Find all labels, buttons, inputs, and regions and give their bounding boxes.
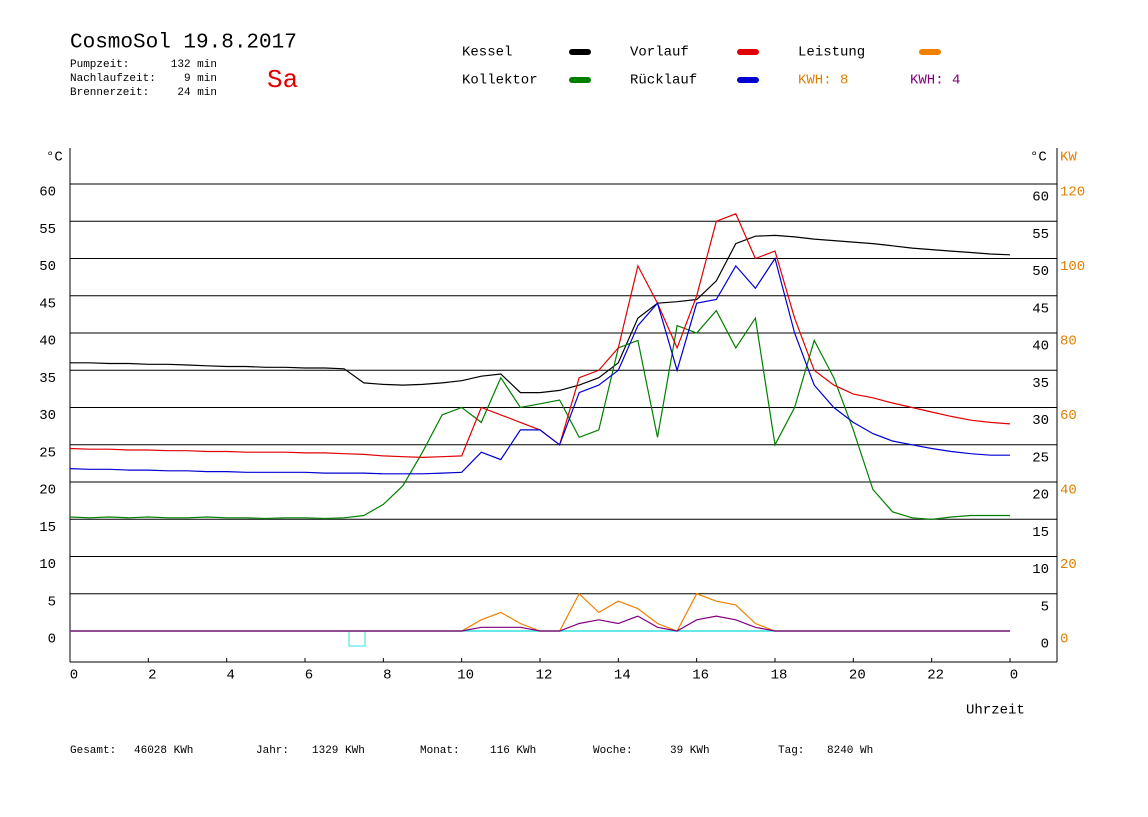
series-line xyxy=(70,615,1010,632)
y-unit: °C xyxy=(46,150,63,166)
series-line xyxy=(70,234,1011,394)
footer-label: Woche: xyxy=(593,745,633,757)
y-tick-label-right: 50 xyxy=(1032,264,1049,280)
y2-unit: KW xyxy=(1060,150,1077,166)
x-tick-label: 10 xyxy=(457,668,474,684)
y-tick-label-right: 20 xyxy=(1032,488,1049,504)
kwh-annotation: KWH: 8 xyxy=(798,73,848,89)
y-tick-label: 20 xyxy=(39,483,56,499)
y-tick-label: 40 xyxy=(39,334,56,350)
y2-tick-label: 60 xyxy=(1060,408,1077,424)
x-tick-label: 20 xyxy=(849,668,866,684)
chart-title: CosmoSol 19.8.2017 xyxy=(70,32,297,55)
y-tick-label-right: 55 xyxy=(1032,227,1049,243)
y-tick-label: 25 xyxy=(39,445,56,461)
stat-label: Pumpzeit: xyxy=(70,59,129,71)
legend-label: Rücklauf xyxy=(630,73,697,89)
footer-label: Jahr: xyxy=(256,745,289,757)
legend-label: Leistung xyxy=(798,45,865,61)
stat-value: 24 min xyxy=(177,87,217,99)
footer-value: 1329 KWh xyxy=(312,745,365,757)
x-tick-label: 4 xyxy=(226,668,234,684)
stat-value: 132 min xyxy=(171,59,217,71)
y-tick-label: 45 xyxy=(39,296,56,312)
x-tick-label: 18 xyxy=(771,668,788,684)
x-tick-label: 12 xyxy=(536,668,553,684)
y-tick-label: 60 xyxy=(39,185,56,201)
y2-tick-label: 100 xyxy=(1060,259,1085,275)
y-tick-label-right: 25 xyxy=(1032,450,1049,466)
y-tick-label: 50 xyxy=(39,259,56,275)
x-tick-label: 8 xyxy=(383,668,391,684)
y-tick-label: 5 xyxy=(48,594,56,610)
y-tick-label: 35 xyxy=(39,371,56,387)
legend-label: Vorlauf xyxy=(630,45,689,61)
series-line xyxy=(69,257,1010,475)
y2-tick-label: 20 xyxy=(1060,557,1077,573)
baseline-marker xyxy=(348,630,366,647)
footer-label: Tag: xyxy=(778,745,804,757)
y-tick-label: 30 xyxy=(39,408,56,424)
y-tick-label: 10 xyxy=(39,557,56,573)
legend-label: Kollektor xyxy=(462,73,538,89)
y-tick-label-right: 40 xyxy=(1032,339,1049,355)
series-line xyxy=(69,213,1011,459)
y2-tick-label: 80 xyxy=(1060,334,1077,350)
weekday: Sa xyxy=(267,65,298,95)
y2-tick-label: 0 xyxy=(1060,632,1068,648)
series-line xyxy=(69,309,1010,520)
y2-tick-label: 40 xyxy=(1060,483,1077,499)
x-tick-label: 16 xyxy=(692,668,709,684)
y-tick-label-right: 45 xyxy=(1032,301,1049,317)
y-tick-label-right: 15 xyxy=(1032,525,1049,541)
y-tick-label-right: 10 xyxy=(1032,562,1049,578)
x-tick-label: 14 xyxy=(614,668,631,684)
x-tick-label: 22 xyxy=(927,668,944,684)
stat-label: Brennerzeit: xyxy=(70,87,149,99)
y-tick-label-right: 60 xyxy=(1032,190,1049,206)
x-tick-label: 6 xyxy=(305,668,313,684)
footer-value: 116 KWh xyxy=(490,745,536,757)
legend-label: Kessel xyxy=(462,45,512,61)
footer-label: Monat: xyxy=(420,745,460,757)
legend-label: KWH: 4 xyxy=(910,73,960,89)
stat-value: 9 min xyxy=(184,73,217,85)
x-label: Uhrzeit xyxy=(966,703,1025,719)
y-unit-right: °C xyxy=(1030,150,1047,166)
footer-value: 8240 Wh xyxy=(827,745,873,757)
y-tick-label: 0 xyxy=(48,632,56,648)
series-line xyxy=(70,592,1010,632)
y-tick-label: 15 xyxy=(39,520,56,536)
y-tick-label-right: 5 xyxy=(1041,599,1049,615)
x-tick-label: 0 xyxy=(1010,668,1018,684)
x-tick-label: 2 xyxy=(148,668,156,684)
y-tick-label-right: 0 xyxy=(1041,637,1049,653)
x-tick-label: 0 xyxy=(70,668,78,684)
y-tick-label: 55 xyxy=(39,222,56,238)
y-tick-label-right: 35 xyxy=(1032,376,1049,392)
footer-label: Gesamt: xyxy=(70,745,116,757)
y2-tick-label: 120 xyxy=(1060,185,1085,201)
footer-value: 39 KWh xyxy=(670,745,710,757)
stat-label: Nachlaufzeit: xyxy=(70,73,156,85)
y-tick-label-right: 30 xyxy=(1032,413,1049,429)
footer-value: 46028 KWh xyxy=(134,745,193,757)
